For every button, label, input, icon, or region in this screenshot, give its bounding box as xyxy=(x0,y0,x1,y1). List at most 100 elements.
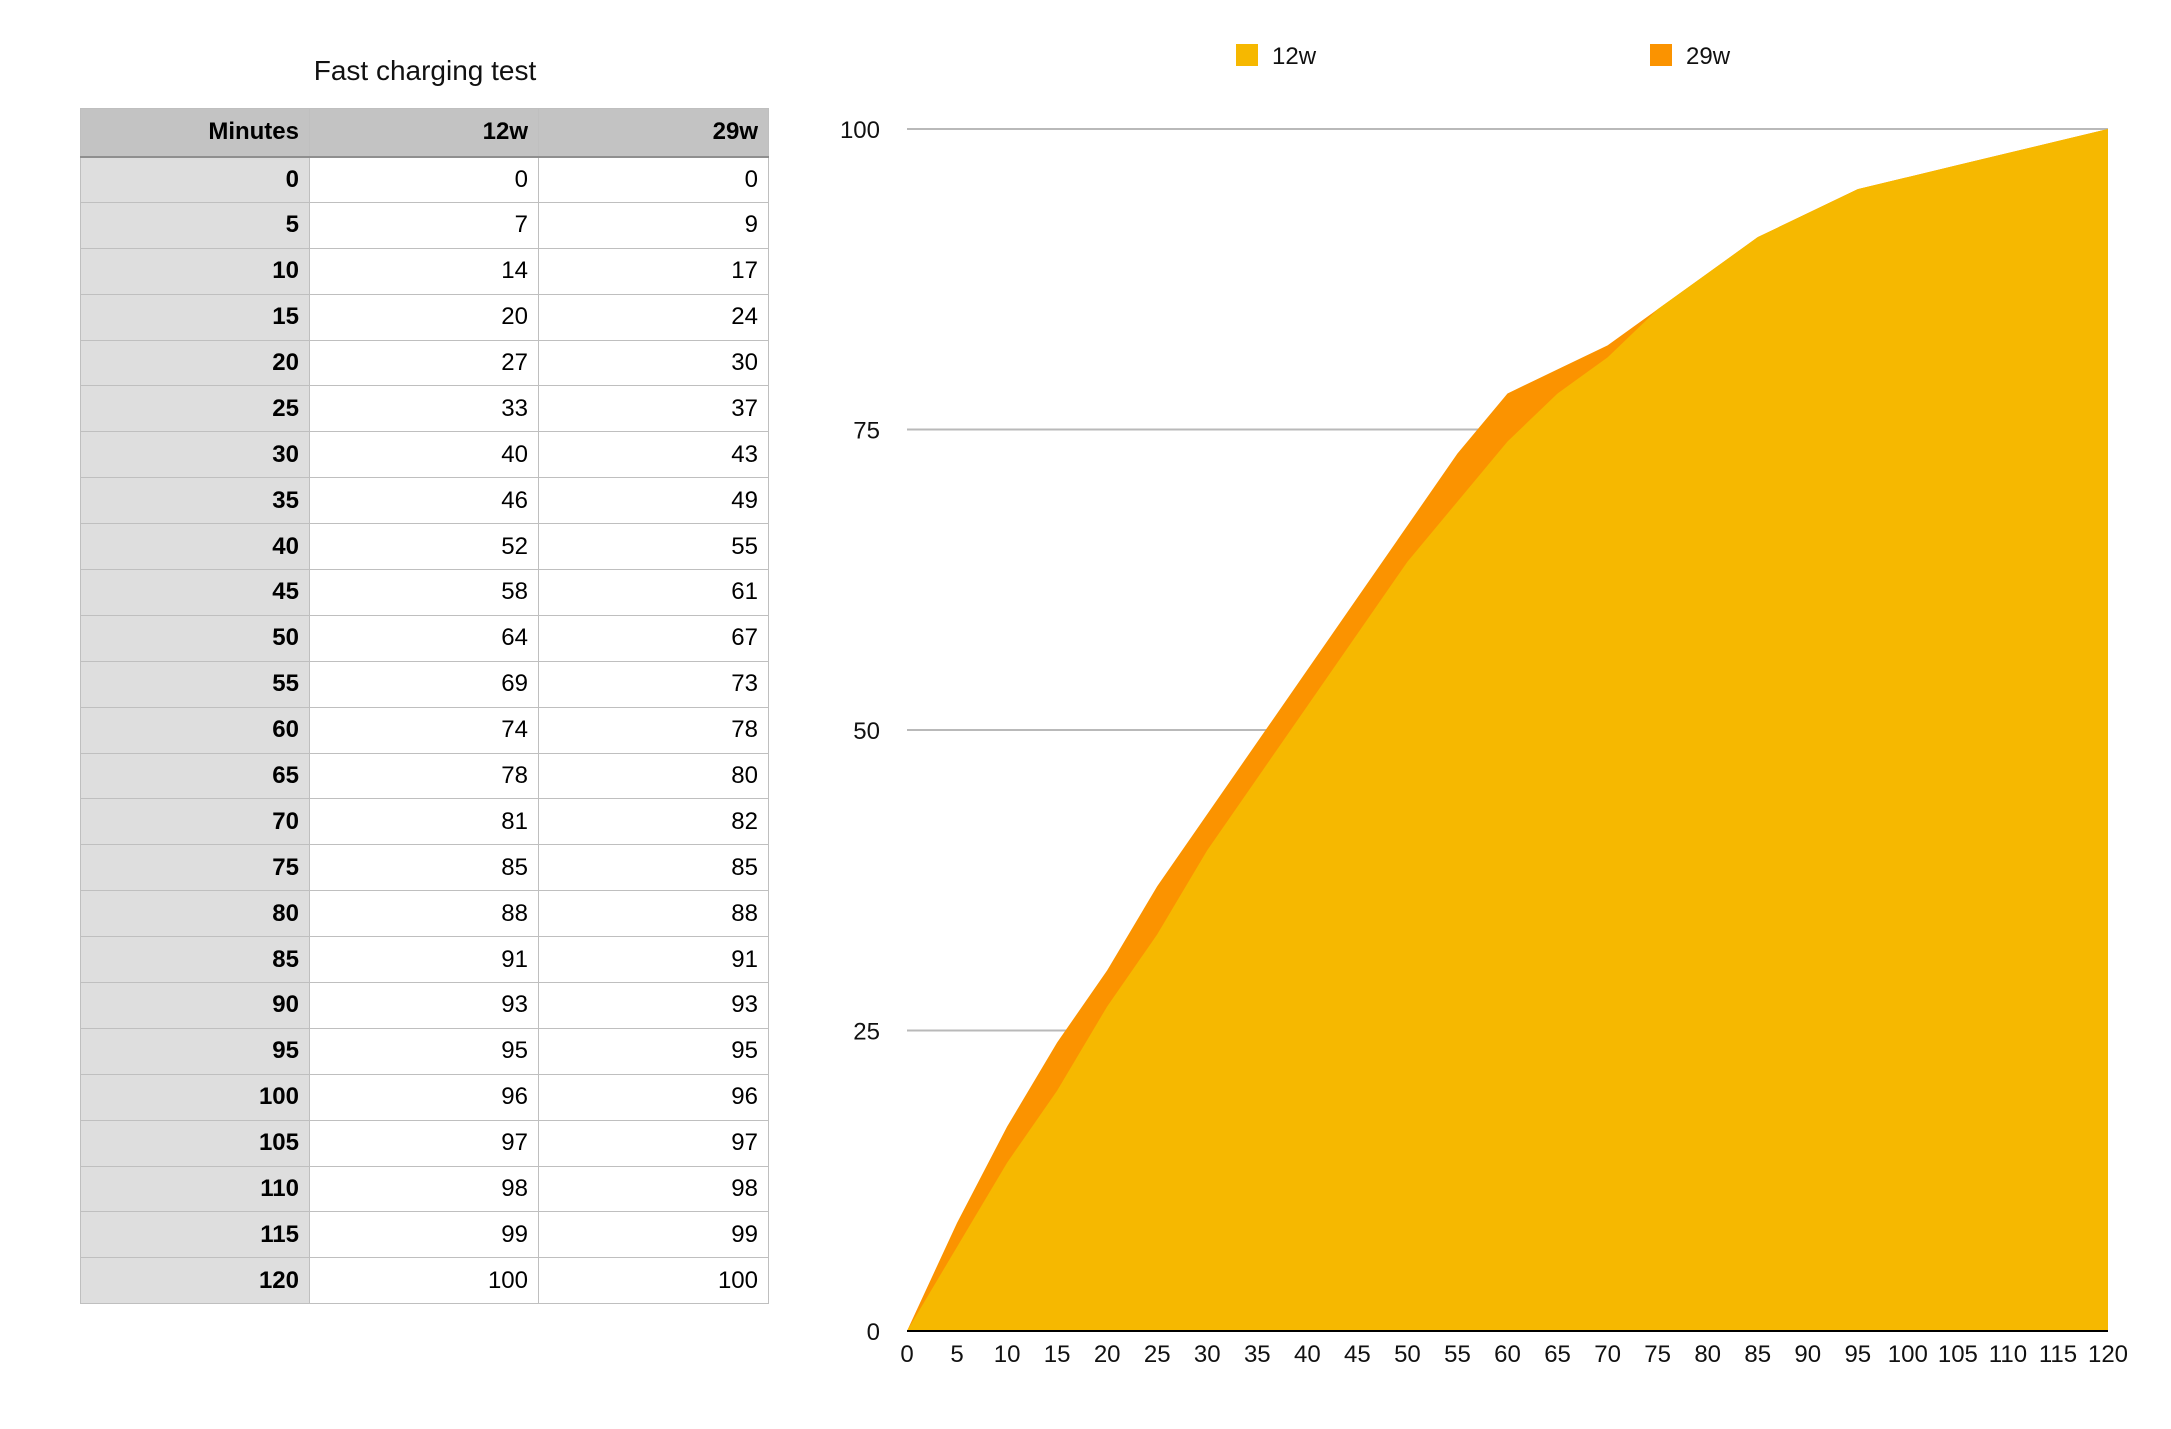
x-tick-label: 60 xyxy=(1494,1341,1521,1368)
cell-12w: 93 xyxy=(309,982,539,1029)
cell-minutes: 5 xyxy=(80,201,310,249)
cell-minutes: 25 xyxy=(80,385,310,433)
table-row: 15 20 24 xyxy=(80,293,769,341)
table-row: 65 78 80 xyxy=(80,752,769,800)
y-tick-label: 50 xyxy=(853,718,880,745)
cell-minutes: 110 xyxy=(80,1165,310,1213)
cell-minutes: 50 xyxy=(80,614,310,662)
cell-29w: 37 xyxy=(538,385,769,433)
y-tick-label: 100 xyxy=(840,117,880,144)
table-row: 75 85 85 xyxy=(80,844,769,892)
table-row: 70 81 82 xyxy=(80,798,769,846)
cell-12w: 27 xyxy=(309,339,539,387)
cell-minutes: 45 xyxy=(80,569,310,616)
x-tick-label: 45 xyxy=(1344,1341,1371,1368)
cell-minutes: 70 xyxy=(80,798,310,846)
x-tick-label: 85 xyxy=(1744,1341,1771,1368)
cell-29w: 98 xyxy=(538,1165,769,1213)
cell-29w: 61 xyxy=(538,569,769,616)
cell-12w: 69 xyxy=(309,660,539,708)
legend-label: 29w xyxy=(1686,43,1731,70)
cell-minutes: 75 xyxy=(80,844,310,892)
cell-29w: 55 xyxy=(538,523,769,571)
cell-29w: 17 xyxy=(538,247,769,295)
cell-29w: 82 xyxy=(538,798,769,846)
cell-12w: 95 xyxy=(309,1027,539,1075)
table-row: 40 52 55 xyxy=(80,523,769,571)
cell-minutes: 60 xyxy=(80,706,310,754)
area-series-12w xyxy=(907,129,2108,1331)
table-row: 115 99 99 xyxy=(80,1211,769,1259)
cell-minutes: 115 xyxy=(80,1211,310,1259)
cell-12w: 81 xyxy=(309,798,539,846)
x-tick-label: 120 xyxy=(2088,1341,2128,1368)
table-row: 100 96 96 xyxy=(80,1073,769,1121)
cell-12w: 20 xyxy=(309,293,539,341)
x-tick-label: 100 xyxy=(1888,1341,1928,1368)
cell-12w: 88 xyxy=(309,890,539,938)
table-row: 85 91 91 xyxy=(80,936,769,984)
legend-swatch xyxy=(1650,44,1672,66)
cell-12w: 78 xyxy=(309,752,539,800)
cell-12w: 33 xyxy=(309,385,539,433)
cell-minutes: 85 xyxy=(80,936,310,984)
cell-29w: 0 xyxy=(538,156,769,203)
x-tick-label: 115 xyxy=(2039,1341,2077,1368)
cell-minutes: 30 xyxy=(80,431,310,479)
cell-29w: 96 xyxy=(538,1073,769,1121)
cell-minutes: 105 xyxy=(80,1119,310,1167)
table-row: 45 58 61 xyxy=(80,569,769,616)
cell-minutes: 15 xyxy=(80,293,310,341)
cell-29w: 97 xyxy=(538,1119,769,1167)
x-tick-label: 35 xyxy=(1244,1341,1271,1368)
header-29w: 29w xyxy=(538,108,769,158)
cell-minutes: 80 xyxy=(80,890,310,938)
x-tick-label: 50 xyxy=(1394,1341,1421,1368)
cell-29w: 100 xyxy=(538,1257,769,1305)
cell-29w: 91 xyxy=(538,936,769,984)
cell-12w: 100 xyxy=(309,1257,539,1305)
cell-12w: 40 xyxy=(309,431,539,479)
x-tick-label: 20 xyxy=(1094,1341,1121,1368)
x-tick-label: 10 xyxy=(994,1341,1021,1368)
y-tick-label: 75 xyxy=(853,418,880,445)
header-12w: 12w xyxy=(309,108,539,158)
x-tick-label: 15 xyxy=(1044,1341,1071,1368)
table-row: 105 97 97 xyxy=(80,1119,769,1167)
x-tick-label: 40 xyxy=(1294,1341,1321,1368)
table-row: 35 46 49 xyxy=(80,477,769,525)
cell-12w: 7 xyxy=(309,201,539,249)
cell-minutes: 10 xyxy=(80,247,310,295)
cell-minutes: 95 xyxy=(80,1027,310,1075)
cell-minutes: 90 xyxy=(80,982,310,1029)
table-row: 80 88 88 xyxy=(80,890,769,938)
cell-29w: 49 xyxy=(538,477,769,525)
cell-12w: 58 xyxy=(309,569,539,616)
cell-minutes: 20 xyxy=(80,339,310,387)
data-table: Minutes 12w 29w 0 0 0 5 7 9 10 14 17 15 20 24 20 27 30… xyxy=(80,108,769,1305)
y-tick-label: 0 xyxy=(867,1319,880,1346)
x-tick-label: 110 xyxy=(1989,1341,2027,1368)
cell-minutes: 120 xyxy=(80,1257,310,1305)
cell-29w: 85 xyxy=(538,844,769,892)
cell-12w: 64 xyxy=(309,614,539,662)
cell-29w: 93 xyxy=(538,982,769,1029)
x-tick-label: 30 xyxy=(1194,1341,1221,1368)
table-row: 110 98 98 xyxy=(80,1165,769,1213)
cell-29w: 73 xyxy=(538,660,769,708)
y-tick-label: 25 xyxy=(853,1019,880,1046)
cell-29w: 99 xyxy=(538,1211,769,1259)
cell-12w: 85 xyxy=(309,844,539,892)
cell-12w: 99 xyxy=(309,1211,539,1259)
x-tick-label: 105 xyxy=(1938,1341,1978,1368)
cell-minutes: 55 xyxy=(80,660,310,708)
cell-12w: 46 xyxy=(309,477,539,525)
cell-29w: 67 xyxy=(538,614,769,662)
cell-12w: 98 xyxy=(309,1165,539,1213)
legend-label: 12w xyxy=(1272,43,1317,70)
x-tick-label: 0 xyxy=(900,1341,913,1368)
cell-12w: 97 xyxy=(309,1119,539,1167)
x-tick-label: 75 xyxy=(1644,1341,1671,1368)
x-tick-label: 90 xyxy=(1794,1341,1821,1368)
